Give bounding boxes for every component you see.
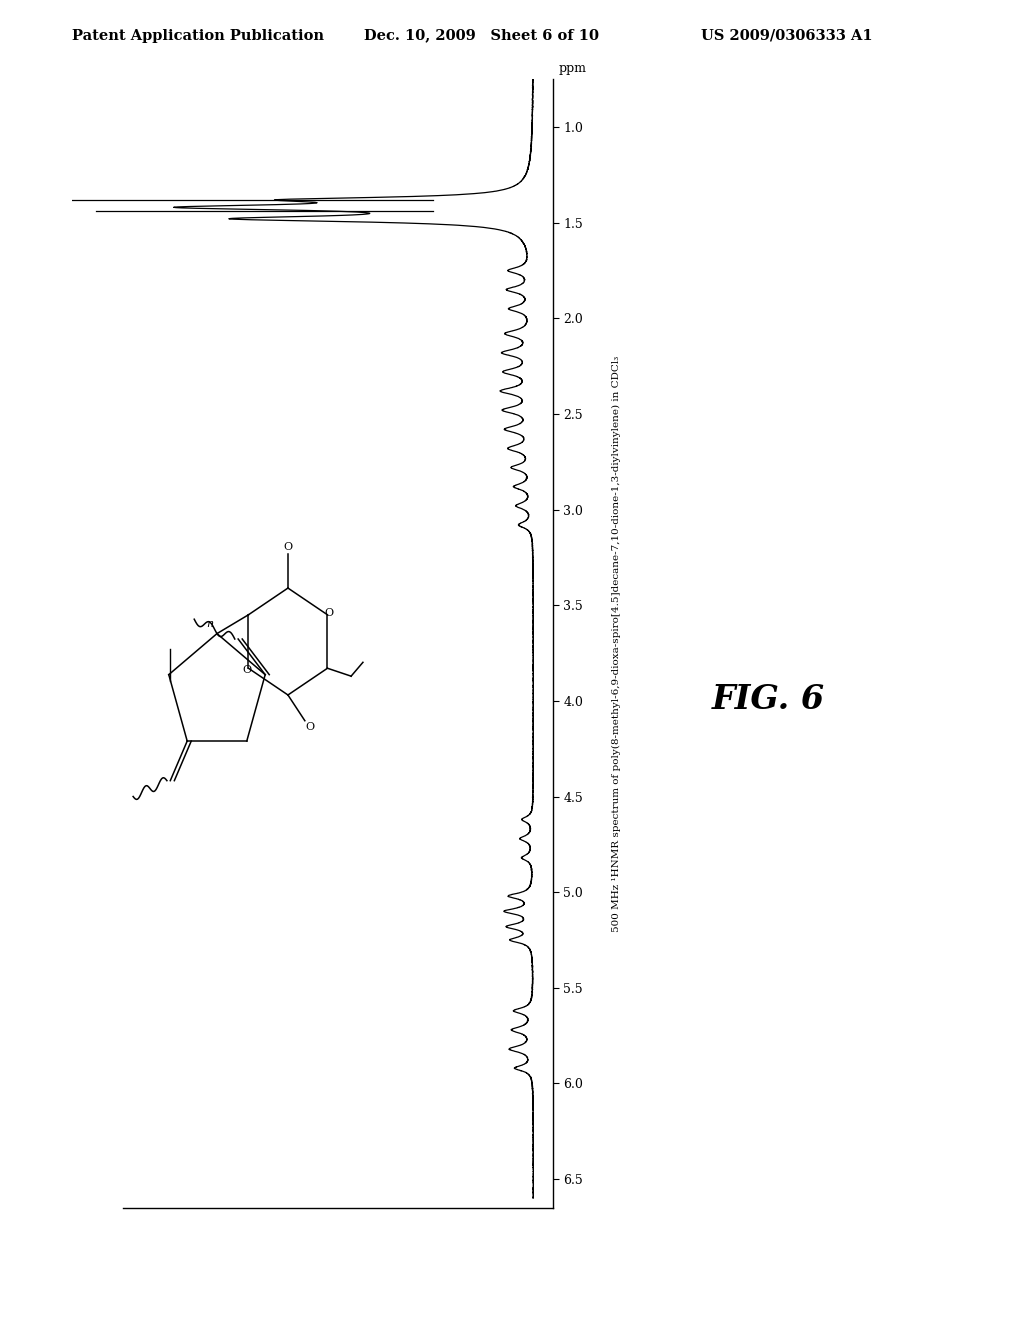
Text: Dec. 10, 2009 Sheet 6 of 10: Dec. 10, 2009 Sheet 6 of 10 [364, 29, 598, 42]
Text: Patent Application Publication: Patent Application Publication [72, 29, 324, 42]
Text: O: O [325, 607, 334, 618]
Text: ppm: ppm [558, 62, 586, 75]
Text: n: n [207, 619, 214, 628]
Text: 500 MHz ¹HNMR spectrum of poly(8-methyl-6,9-dioxa-spiro[4.5]decane-7,10-dione-1,: 500 MHz ¹HNMR spectrum of poly(8-methyl-… [612, 355, 621, 932]
Text: O: O [284, 543, 293, 552]
Text: O: O [243, 665, 251, 676]
Text: US 2009/0306333 A1: US 2009/0306333 A1 [701, 29, 873, 42]
Text: FIG. 6: FIG. 6 [712, 684, 824, 715]
Text: O: O [305, 722, 314, 731]
